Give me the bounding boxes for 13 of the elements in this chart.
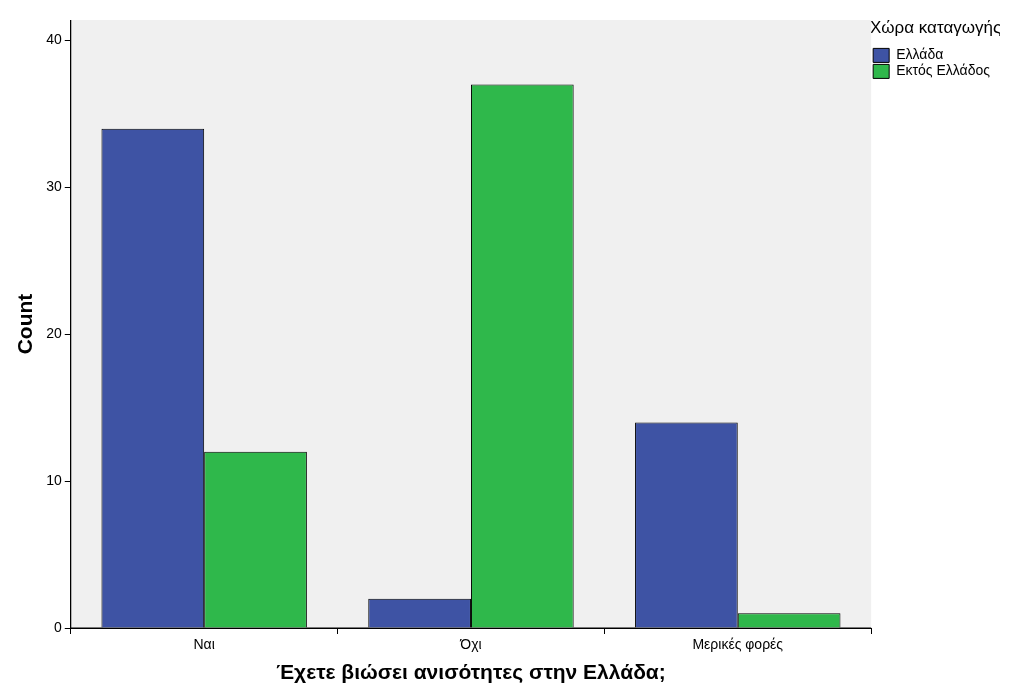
y-tick-label: 10 [46, 472, 62, 488]
x-tick-label: Όχι [459, 636, 482, 653]
y-tick-label: 30 [46, 178, 62, 195]
legend-title: Χώρα καταγωγής [869, 18, 1002, 38]
x-tick-label: Μερικές φορές [692, 636, 784, 653]
legend-label: Ελλάδα [896, 46, 944, 63]
y-tick-label: 0 [53, 618, 62, 635]
y-tick-label: 40 [46, 31, 62, 48]
y-axis-title: Count [13, 293, 37, 355]
x-axis-title: Έχετε βιώσει ανισότητες στην Ελλάδα; [276, 660, 666, 685]
x-tick-label: Ναι [193, 636, 215, 653]
legend-label: Εκτός Ελλάδος [896, 62, 991, 79]
y-tick-label: 20 [46, 325, 62, 342]
